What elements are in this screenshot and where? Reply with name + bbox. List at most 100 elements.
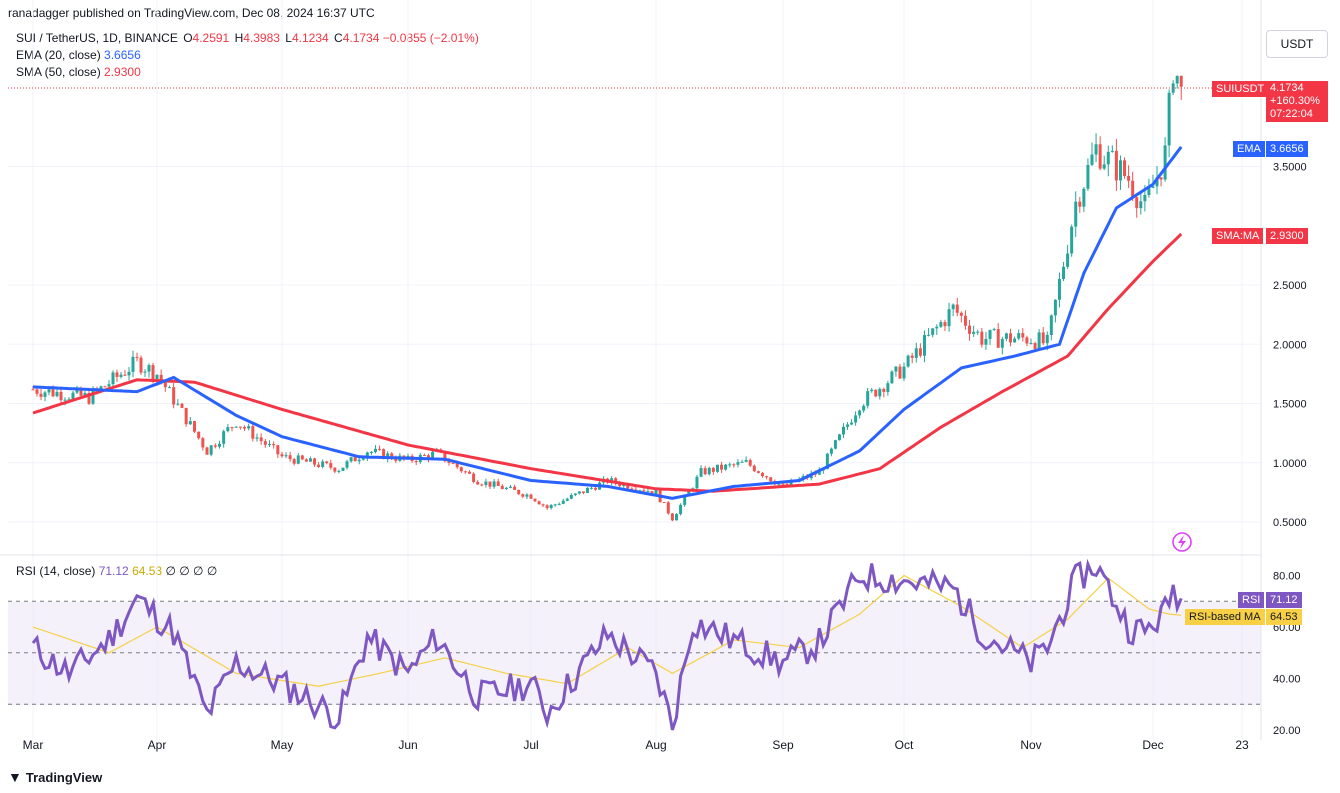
candle-body: [329, 463, 333, 468]
candle-body: [268, 444, 271, 446]
candle-body: [980, 331, 984, 345]
candle-body: [172, 387, 176, 405]
candle-body: [1029, 343, 1033, 345]
candle-body: [866, 391, 870, 406]
sma-legend[interactable]: SMA (50, close) 2.9300: [16, 64, 141, 80]
candle-body: [703, 468, 707, 475]
candle-body: [1127, 175, 1131, 181]
candle-body: [300, 455, 304, 460]
candle-body: [894, 366, 898, 372]
candle-body: [394, 458, 398, 461]
rsi-band-lines: [8, 600, 1261, 705]
candle-body: [630, 488, 634, 490]
candle-body: [906, 355, 910, 367]
candle-body: [1139, 201, 1143, 209]
candle-body: [55, 391, 59, 397]
sma-value-badge: 2.9300: [1266, 228, 1308, 244]
y-tick-label: 1.0000: [1273, 458, 1307, 470]
sma-legend-label: SMA (50, close): [16, 65, 101, 79]
candle-body: [513, 486, 517, 490]
candle-body: [476, 481, 480, 485]
candle-body: [422, 454, 426, 456]
candle-body: [914, 348, 918, 358]
candle-body: [968, 325, 972, 334]
ema-legend-label: EMA (20, close): [16, 48, 101, 62]
x-axis: Mar Apr May Jun Jul Aug Sep Oct Nov Dec 23: [23, 738, 1249, 752]
candle-body: [414, 460, 418, 463]
candle-body: [850, 422, 854, 425]
candle-body: [243, 426, 246, 429]
candle-body: [373, 448, 377, 452]
open-label: O: [183, 31, 193, 45]
x-tick-label: Dec: [1142, 738, 1163, 752]
candle-body: [443, 452, 447, 462]
candle-body: [71, 392, 75, 400]
symbol-label[interactable]: SUI / TetherUS, 1D, BINANCE: [16, 31, 178, 45]
candle-body: [1159, 177, 1163, 180]
rsi-ma-name-badge: RSI-based MA: [1185, 609, 1265, 625]
candle-body: [51, 389, 55, 397]
candle-body: [197, 431, 201, 439]
candle-body: [890, 371, 894, 384]
candle-body: [1106, 151, 1110, 165]
candle-body: [87, 392, 91, 404]
candle-body: [468, 471, 471, 474]
candle-body: [313, 458, 317, 465]
rsi-legend[interactable]: RSI (14, close) 71.12 64.53 ∅ ∅ ∅ ∅: [16, 563, 217, 579]
candle-body: [193, 421, 196, 432]
candle-body: [39, 393, 43, 397]
candle-body: [720, 464, 724, 470]
symbol-badge: SUIUSDT: [1212, 81, 1269, 97]
candle-body: [209, 445, 213, 455]
candle-body: [288, 455, 292, 460]
candle-body: [529, 494, 533, 499]
rsi-tick-label: 40.00: [1273, 674, 1301, 686]
candle-body: [230, 427, 234, 429]
candle-body: [143, 371, 147, 373]
sma-line: [32, 232, 1183, 493]
ema-legend[interactable]: EMA (20, close) 3.6656: [16, 47, 141, 63]
x-tick-label: Aug: [645, 738, 666, 752]
candle-body: [1167, 92, 1171, 146]
candle-body: [1000, 338, 1004, 348]
candle-body: [577, 491, 581, 494]
x-tick-label: May: [271, 738, 294, 752]
rsi-legend-value: 71.12: [98, 564, 129, 578]
candle-body: [472, 473, 476, 482]
candle-body: [829, 448, 833, 454]
candle-body: [1049, 315, 1053, 335]
candle-body: [115, 372, 119, 377]
high-value: 4.3983: [243, 31, 280, 45]
footer-brand[interactable]: ▼ TradingView: [8, 769, 102, 785]
candle-body: [484, 481, 488, 485]
candle-body: [147, 365, 151, 372]
candle-body: [1151, 186, 1155, 188]
ema-legend-value: 3.6656: [104, 48, 141, 62]
candle-body: [817, 470, 821, 475]
price-badge-value: 4.1734: [1270, 82, 1304, 94]
candle-body: [1017, 333, 1021, 339]
candle-body: [874, 389, 878, 397]
candle-body: [662, 502, 666, 504]
candle-body: [337, 470, 341, 472]
currency-button[interactable]: USDT: [1266, 30, 1328, 58]
candle-body: [955, 304, 959, 313]
candle-body: [1033, 343, 1037, 349]
candle-body: [943, 322, 947, 327]
candle-body: [201, 438, 205, 448]
candle-body: [594, 487, 598, 490]
y-tick-label: 3.5000: [1273, 162, 1307, 174]
candle-body: [1123, 160, 1127, 176]
flash-icon[interactable]: [1172, 532, 1192, 552]
candle-body: [259, 437, 263, 442]
candle-body: [1090, 154, 1094, 165]
candle-body: [581, 491, 585, 493]
candle-body: [728, 464, 732, 466]
candle-body: [1041, 332, 1045, 344]
candle-body: [79, 388, 83, 396]
candle-body: [496, 481, 500, 486]
footer-brand-text: TradingView: [25, 769, 103, 785]
low-value: 4.1234: [291, 31, 329, 45]
x-tick-label: Nov: [1020, 738, 1041, 752]
